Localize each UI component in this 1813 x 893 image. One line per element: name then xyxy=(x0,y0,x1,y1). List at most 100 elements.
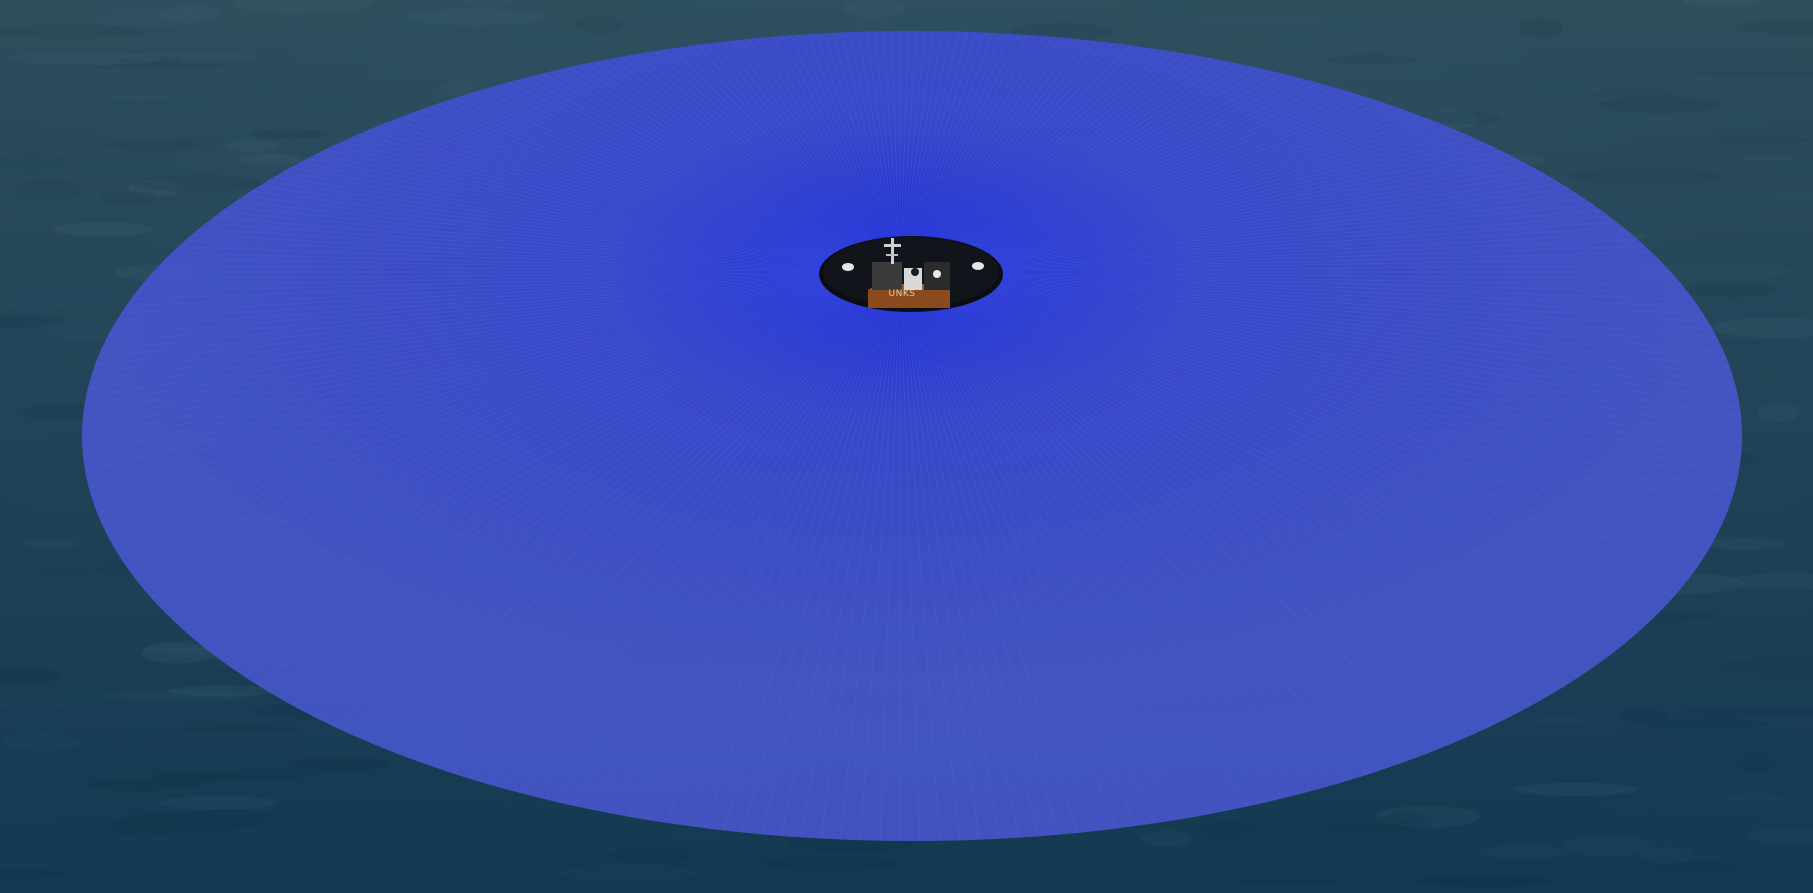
sensor-beam xyxy=(82,31,901,273)
sensor-beam xyxy=(82,31,901,273)
wave-highlight xyxy=(53,222,153,237)
sensor-beam xyxy=(82,271,901,773)
sensor-beam xyxy=(899,31,1742,273)
sensor-beam xyxy=(82,31,901,273)
wave-highlight xyxy=(94,63,235,70)
sensor-beam xyxy=(82,31,901,273)
sensor-beam xyxy=(483,31,901,273)
sensor-beam xyxy=(899,31,1682,273)
sensor-beam xyxy=(899,271,1742,841)
sensor-beam xyxy=(586,31,901,273)
wave-highlight xyxy=(22,538,79,550)
sensor-beam xyxy=(899,271,1742,841)
sensor-beam xyxy=(415,271,901,841)
wave-highlight xyxy=(113,813,258,833)
sensor-beam xyxy=(82,271,901,464)
sensor-beam xyxy=(899,31,1742,273)
wave-highlight xyxy=(96,9,201,29)
sensor-beam xyxy=(82,271,901,841)
sensor-beam xyxy=(82,271,901,841)
sensor-beam xyxy=(899,271,1742,498)
wave-highlight xyxy=(1739,155,1795,162)
wave-highlight xyxy=(167,685,275,697)
sensor-beam xyxy=(82,31,901,273)
wave-highlight xyxy=(1619,708,1668,722)
sensor-beam xyxy=(82,271,901,548)
wave-highlight xyxy=(1417,875,1554,888)
wave-highlight xyxy=(458,0,518,6)
wave-highlight xyxy=(1236,877,1342,884)
sensor-beam xyxy=(899,271,1418,841)
wave-highlight xyxy=(1597,96,1723,114)
wave-highlight xyxy=(122,51,261,62)
vessel-mast xyxy=(891,238,894,264)
sensor-beam xyxy=(82,271,901,841)
wave-highlight xyxy=(0,24,147,39)
sensor-beam xyxy=(899,271,1742,598)
wave-highlight xyxy=(11,179,85,201)
sensor-beam xyxy=(899,271,1282,841)
sensor-beam xyxy=(82,31,901,273)
ship-icon[interactable] xyxy=(868,238,950,308)
sensor-beam xyxy=(82,271,901,841)
wave-highlight xyxy=(1711,317,1813,339)
wave-highlight xyxy=(0,152,71,175)
sensor-beam xyxy=(82,31,901,273)
sensor-beam xyxy=(899,31,1742,273)
sensor-beam xyxy=(899,31,1110,273)
sensor-beam xyxy=(82,31,901,273)
sensor-beam xyxy=(899,271,1742,803)
sensor-beam xyxy=(899,31,1742,273)
wave-highlight xyxy=(0,314,68,328)
sensor-beam xyxy=(899,271,1452,841)
sensor-beam xyxy=(82,271,901,695)
sensor-beam xyxy=(82,31,901,273)
sensor-disc-fill xyxy=(82,31,1742,841)
sensor-beam xyxy=(899,271,1742,711)
sensor-beam xyxy=(899,271,1650,841)
sensor-beam xyxy=(899,31,1742,273)
sensor-beam xyxy=(899,271,1742,841)
wave-highlight xyxy=(670,830,723,844)
sensor-beam xyxy=(82,31,901,273)
wave-highlight xyxy=(1648,262,1794,280)
sensor-beam xyxy=(82,219,901,273)
sensor-beam xyxy=(899,271,1742,429)
sensor-beam xyxy=(899,254,1742,273)
wave-highlight xyxy=(225,139,280,153)
sensor-beam xyxy=(899,271,1742,360)
wave-highlight xyxy=(1374,806,1481,828)
sensor-beam xyxy=(86,271,901,841)
sensor-beam xyxy=(899,31,1742,273)
sensor-beam xyxy=(82,31,901,273)
sensor-beam xyxy=(899,271,1742,841)
sensor-beam xyxy=(82,31,901,273)
sensor-beam xyxy=(899,31,1650,273)
sensor-beam xyxy=(899,31,1742,273)
sensor-beam xyxy=(899,31,1214,273)
sensor-beam xyxy=(82,236,901,273)
sensor-beam xyxy=(899,271,1179,841)
sensor-beam xyxy=(82,31,901,273)
sensor-beam xyxy=(899,31,1742,273)
sensor-beam xyxy=(415,31,901,273)
wave-highlight xyxy=(232,0,374,14)
sensor-beam xyxy=(690,31,901,273)
sensor-beam xyxy=(899,31,1282,273)
sensor-beam xyxy=(899,31,1742,273)
sensor-beam xyxy=(899,271,1317,841)
wave-highlight xyxy=(559,864,698,881)
vessel-platform[interactable] xyxy=(819,236,1003,312)
sensor-beam xyxy=(118,31,901,273)
sensor-beam xyxy=(899,31,1742,273)
sensor-beam xyxy=(82,31,901,273)
sensor-beam xyxy=(899,271,1742,446)
sensor-beam xyxy=(82,271,901,647)
wave-highlight xyxy=(0,868,65,879)
sensor-beam xyxy=(899,31,1742,273)
sensor-beam xyxy=(518,31,901,273)
wave-highlight xyxy=(239,153,303,165)
